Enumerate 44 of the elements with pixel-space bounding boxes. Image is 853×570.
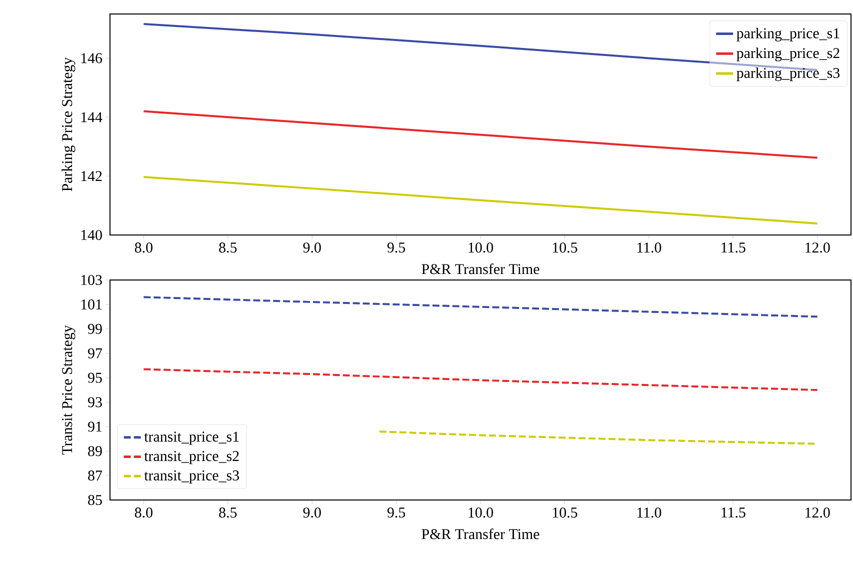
y-tick-label: 89 bbox=[88, 446, 102, 456]
x-tick-label: 11.0 bbox=[637, 508, 662, 518]
y-tick-label: 144 bbox=[81, 112, 102, 122]
x-tick-label: 10.0 bbox=[468, 508, 494, 518]
x-tick-label: 11.5 bbox=[722, 508, 746, 518]
x-tick-label: 8.5 bbox=[219, 508, 237, 518]
y-axis-title: Parking Price Strategy bbox=[62, 57, 76, 192]
y-tick-label: 97 bbox=[88, 348, 102, 358]
x-tick-label: 9.5 bbox=[387, 508, 406, 518]
x-tick-label: 8.0 bbox=[134, 242, 152, 253]
x-tick-label: 10.5 bbox=[552, 242, 578, 253]
legend-label: parking_price_s2 bbox=[736, 48, 840, 62]
y-tick-label: 140 bbox=[81, 230, 102, 240]
legend-label: transit_price_s1 bbox=[144, 432, 239, 445]
x-tick-label: 9.0 bbox=[303, 242, 321, 253]
y-tick-label: 85 bbox=[88, 494, 102, 506]
y-tick-label: 91 bbox=[88, 422, 102, 432]
y-tick-label: 87 bbox=[88, 470, 102, 481]
y-tick-label: 146 bbox=[81, 53, 102, 64]
y-axis-title: Transit Price Strategy bbox=[62, 325, 76, 455]
x-tick-label: 12.0 bbox=[806, 242, 830, 253]
legend-label: parking_price_s1 bbox=[736, 28, 840, 42]
legend-label: parking_price_s3 bbox=[736, 68, 840, 82]
y-tick-label: 99 bbox=[88, 324, 102, 334]
x-tick-label: 10.0 bbox=[468, 242, 494, 253]
y-tick-label: 142 bbox=[81, 171, 102, 182]
legend-label: transit_price_s2 bbox=[144, 451, 239, 464]
x-tick-label: 9.5 bbox=[387, 242, 406, 253]
y-tick-label: 103 bbox=[81, 274, 102, 286]
x-tick-label: 10.5 bbox=[552, 508, 578, 518]
x-tick-label: 11.5 bbox=[722, 242, 746, 253]
x-tick-label: 8.5 bbox=[219, 242, 237, 253]
line-series bbox=[142, 176, 818, 225]
x-axis-title: P&R Transfer Time bbox=[422, 528, 540, 540]
y-tick-label: 101 bbox=[81, 299, 102, 310]
x-tick-label: 12.0 bbox=[806, 508, 830, 518]
x-tick-label: 9.0 bbox=[303, 508, 321, 518]
legend-label: transit_price_s3 bbox=[144, 470, 239, 484]
y-tick-label: 95 bbox=[88, 372, 102, 383]
x-tick-label: 8.0 bbox=[134, 508, 152, 518]
x-axis-title: P&R Transfer Time bbox=[422, 264, 540, 274]
line-series bbox=[142, 368, 818, 391]
y-tick-label: 93 bbox=[88, 397, 102, 408]
x-tick-label: 11.0 bbox=[637, 242, 662, 253]
